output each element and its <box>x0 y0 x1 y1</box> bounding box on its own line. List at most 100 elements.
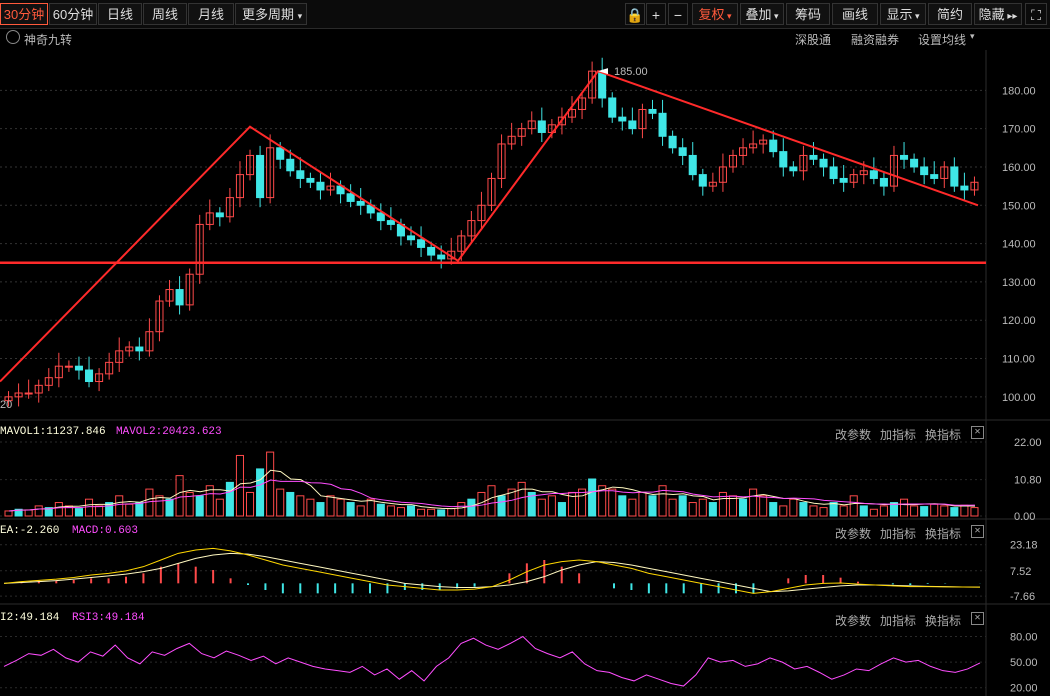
period-60min-tab[interactable]: 60分钟 <box>49 3 97 25</box>
candle-body <box>950 166 959 187</box>
volume-bar <box>779 505 788 517</box>
fullscreen-icon[interactable]: ⛶ <box>1025 3 1047 25</box>
volume-bar <box>165 498 174 517</box>
gear-icon[interactable] <box>6 30 20 44</box>
candle-body <box>245 154 255 176</box>
double-right-icon: ▸▸ <box>1004 11 1018 22</box>
volume-bar <box>105 502 114 517</box>
candle-body <box>507 135 516 145</box>
period-month-tab[interactable]: 月线 <box>188 3 234 25</box>
switch-indicator-button[interactable]: 换指标 <box>925 527 962 541</box>
hk-connect-link[interactable]: 深股通 <box>795 33 832 47</box>
volume-bar <box>115 495 124 517</box>
candle-body <box>728 154 738 168</box>
candle-body <box>286 158 295 172</box>
period-week-tab[interactable]: 周线 <box>143 3 187 25</box>
draw-line-button[interactable]: 画线 <box>832 3 878 25</box>
edit-params-button[interactable]: 改参数 <box>835 614 872 628</box>
candle-body <box>54 365 63 379</box>
y-tick-label: 50.00 <box>1010 657 1038 669</box>
close-icon[interactable]: ✕ <box>971 426 984 439</box>
candle-body <box>64 365 73 368</box>
volume-bar <box>598 485 607 517</box>
more-periods-dropdown[interactable]: 更多周期 ▾ <box>235 3 307 25</box>
candle-body <box>437 254 446 260</box>
period-day-tab[interactable]: 日线 <box>98 3 142 25</box>
close-icon[interactable]: ✕ <box>971 612 984 625</box>
add-indicator-button[interactable]: 加指标 <box>880 527 917 541</box>
volume-bar <box>849 495 858 517</box>
candle-body <box>406 235 416 241</box>
volume-bar <box>688 502 697 517</box>
chevron-down-icon: ▾ <box>970 31 975 41</box>
volume-bar <box>628 498 637 517</box>
candle-body <box>668 135 677 149</box>
candle-body <box>225 197 234 218</box>
overlay-button[interactable]: 叠加 ▾ <box>740 3 784 25</box>
volume-bar <box>487 485 496 517</box>
lock-icon[interactable]: 🔒 <box>625 3 645 25</box>
volume-bar <box>336 498 345 517</box>
volume-bar <box>135 502 144 517</box>
edit-params-button[interactable]: 改参数 <box>835 428 872 442</box>
candle-body <box>185 273 194 306</box>
switch-indicator-button[interactable]: 换指标 <box>925 428 962 442</box>
candle-body <box>940 166 949 179</box>
ma-settings-link[interactable]: 设置均线 <box>918 33 967 47</box>
volume-bar <box>24 509 33 517</box>
volume-bar <box>276 488 285 517</box>
volume-bar <box>940 505 949 517</box>
candle-body <box>235 174 244 199</box>
candle-body <box>537 120 546 133</box>
period-30min-tab[interactable]: 30分钟 <box>0 3 48 25</box>
volume-bar <box>215 498 224 517</box>
volume-bar <box>497 495 506 517</box>
indicator-name[interactable]: 神奇九转 <box>24 33 73 47</box>
display-label: 显示 <box>886 7 913 22</box>
edit-params-button[interactable]: 改参数 <box>835 527 872 541</box>
adjust-button[interactable]: 复权 ▾ <box>692 3 738 25</box>
add-indicator-button[interactable]: 加指标 <box>880 614 917 628</box>
rsi-panel-header: I2:49.184 RSI3:49.184 改参数 加指标 换指标 ✕ <box>0 609 986 629</box>
volume-bar <box>648 495 657 517</box>
simple-button[interactable]: 简约 <box>928 3 972 25</box>
volume-bar <box>789 498 798 517</box>
hide-button[interactable]: 隐藏 ▸▸ <box>974 3 1022 25</box>
candle-body <box>195 223 204 275</box>
volume-bar <box>698 498 707 517</box>
candle-body <box>698 174 707 187</box>
candle-body <box>779 151 788 168</box>
volume-bar <box>64 505 73 517</box>
volume-bar <box>266 451 275 517</box>
volume-bar <box>326 495 335 517</box>
chips-button[interactable]: 筹码 <box>786 3 830 25</box>
mavol1-line <box>8 469 975 512</box>
rsi2-legend: I2:49.184 <box>0 612 60 624</box>
add-indicator-button[interactable]: 加指标 <box>880 428 917 442</box>
candle-body <box>789 166 798 172</box>
volume-bar <box>437 509 446 517</box>
switch-indicator-button[interactable]: 换指标 <box>925 614 962 628</box>
volume-bar <box>376 503 385 517</box>
display-button[interactable]: 显示 ▾ <box>880 3 926 25</box>
zoom-in-icon[interactable]: + <box>646 3 666 25</box>
adjust-label: 复权 <box>698 7 725 22</box>
mavol2-legend: MAVOL2:20423.623 <box>116 426 222 438</box>
dea-line <box>3 552 981 593</box>
y-tick-label: 80.00 <box>1010 632 1038 644</box>
candle-body <box>457 235 466 252</box>
candle-body <box>557 116 566 126</box>
y-tick-label: 0.00 <box>1014 511 1035 523</box>
y-tick-label: 160.00 <box>1002 162 1036 174</box>
margin-trading-link[interactable]: 融资融券 <box>851 33 900 47</box>
candle-body <box>215 212 224 218</box>
volume-bar <box>930 503 939 517</box>
close-icon[interactable]: ✕ <box>971 525 984 538</box>
candle-body <box>839 177 848 183</box>
zoom-out-icon[interactable]: − <box>668 3 688 25</box>
volume-bar <box>256 468 265 517</box>
volume-bar <box>467 498 476 517</box>
volume-bar <box>678 495 687 517</box>
volume-bar <box>396 507 405 517</box>
